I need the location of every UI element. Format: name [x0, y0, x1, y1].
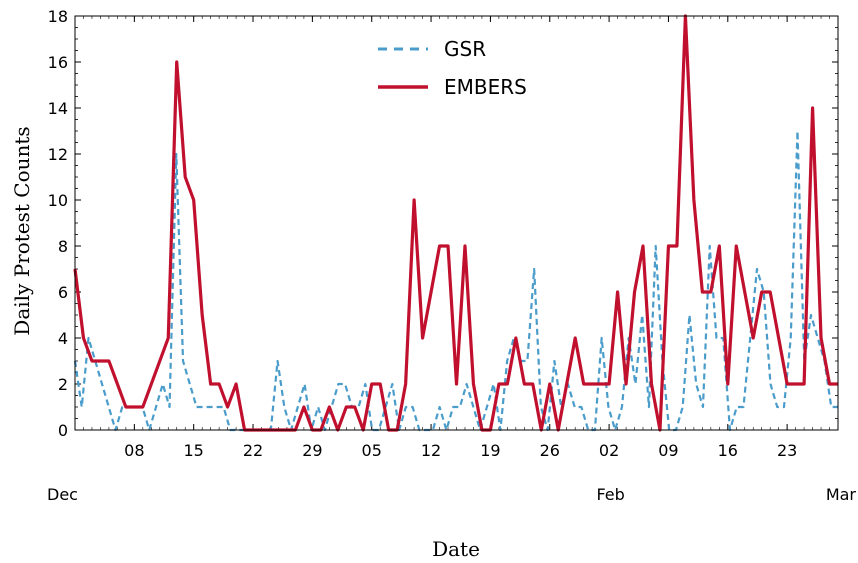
x-tick-labels: 08 15 22 29 05 12 19 26 02 09 16 23 Dec Feb Mar [47, 441, 856, 504]
x-tick-label: 23 [777, 441, 797, 460]
x-tick-label: 16 [718, 441, 738, 460]
x-tick-label: 26 [540, 441, 560, 460]
x-tick-label: 02 [599, 441, 619, 460]
series-line-gsr [73, 129, 838, 432]
x-tick-label: 15 [184, 441, 204, 460]
y-tick-label: 18 [48, 7, 68, 26]
plot-frame [74, 15, 839, 431]
x-tick-label: 12 [421, 441, 441, 460]
x-tick-label: 05 [362, 441, 382, 460]
x-axis-title: Date [432, 537, 480, 561]
y-tick-labels: 0 2 4 6 8 10 12 14 16 18 [48, 7, 68, 440]
x-tick-label: 22 [243, 441, 263, 460]
series-layer [73, 14, 838, 432]
y-tick-label: 10 [48, 191, 68, 210]
x-tick-label: 08 [124, 441, 144, 460]
legend: GSR EMBERS [378, 37, 527, 99]
legend-embers-label: EMBERS [444, 75, 527, 99]
y-tick-label: 2 [58, 375, 68, 394]
x-tick-label: 19 [480, 441, 500, 460]
y-tick-label: 4 [58, 329, 68, 348]
y-tick-label: 14 [48, 99, 68, 118]
y-tick-label: 16 [48, 53, 68, 72]
y-tick-label: 6 [58, 283, 68, 302]
y-axis-title: Daily Protest Counts [10, 126, 34, 335]
y-tick-label: 0 [58, 421, 68, 440]
y-tick-label: 8 [58, 237, 68, 256]
y-tick-label: 12 [48, 145, 68, 164]
x-month-label: Dec [47, 485, 78, 504]
x-month-label: Feb [596, 485, 624, 504]
series-line-embers [73, 14, 838, 432]
x-tick-label: 29 [302, 441, 322, 460]
x-month-label: Mar [826, 485, 857, 504]
legend-gsr-label: GSR [444, 37, 486, 61]
x-tick-label: 09 [658, 441, 678, 460]
